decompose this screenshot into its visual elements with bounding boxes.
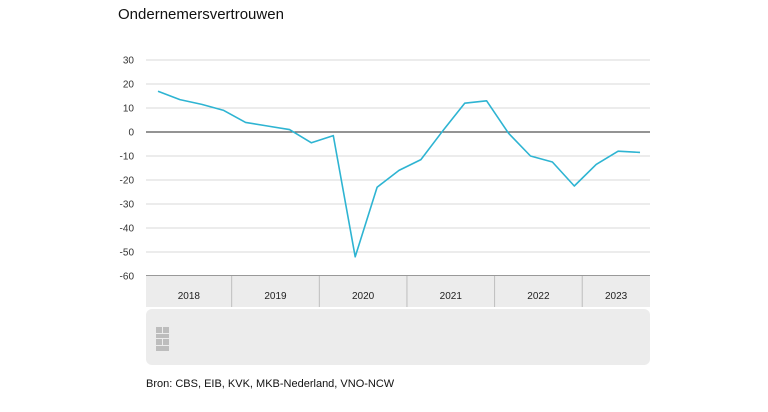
x-tick-label: 2019 [264, 291, 287, 302]
series-line [157, 90, 641, 258]
y-tick-label: 20 [123, 80, 135, 91]
chart-title: Ondernemersvertrouwen [118, 6, 284, 23]
y-tick-label: 10 [123, 104, 135, 115]
year-band [146, 276, 650, 307]
source-note: Bron: CBS, EIB, KVK, MKB-Nederland, VNO-… [146, 378, 395, 390]
y-tick-label: -40 [120, 224, 135, 235]
data-series [157, 90, 641, 258]
x-tick-label: 2020 [352, 291, 375, 302]
y-tick-label: -30 [120, 200, 135, 211]
y-tick-label: -60 [120, 272, 135, 283]
x-tick-label: 2018 [178, 291, 201, 302]
y-tick-label: -20 [120, 176, 135, 187]
cbs-logo-icon [156, 327, 169, 351]
logo-band [146, 309, 650, 365]
y-tick-label: -50 [120, 248, 135, 259]
y-tick-label: -10 [120, 152, 135, 163]
x-tick-label: 2023 [605, 291, 628, 302]
y-tick-label: 0 [128, 128, 134, 139]
y-tick-label: 30 [123, 56, 135, 67]
x-axis: 2018 2019 2020 2021 2022 2023 [146, 276, 650, 307]
x-tick-label: 2021 [440, 291, 463, 302]
y-ticks: 30 20 10 0 -10 -20 -30 -40 -50 -60 [120, 56, 135, 283]
y-grid [146, 59, 650, 277]
x-tick-label: 2022 [527, 291, 550, 302]
